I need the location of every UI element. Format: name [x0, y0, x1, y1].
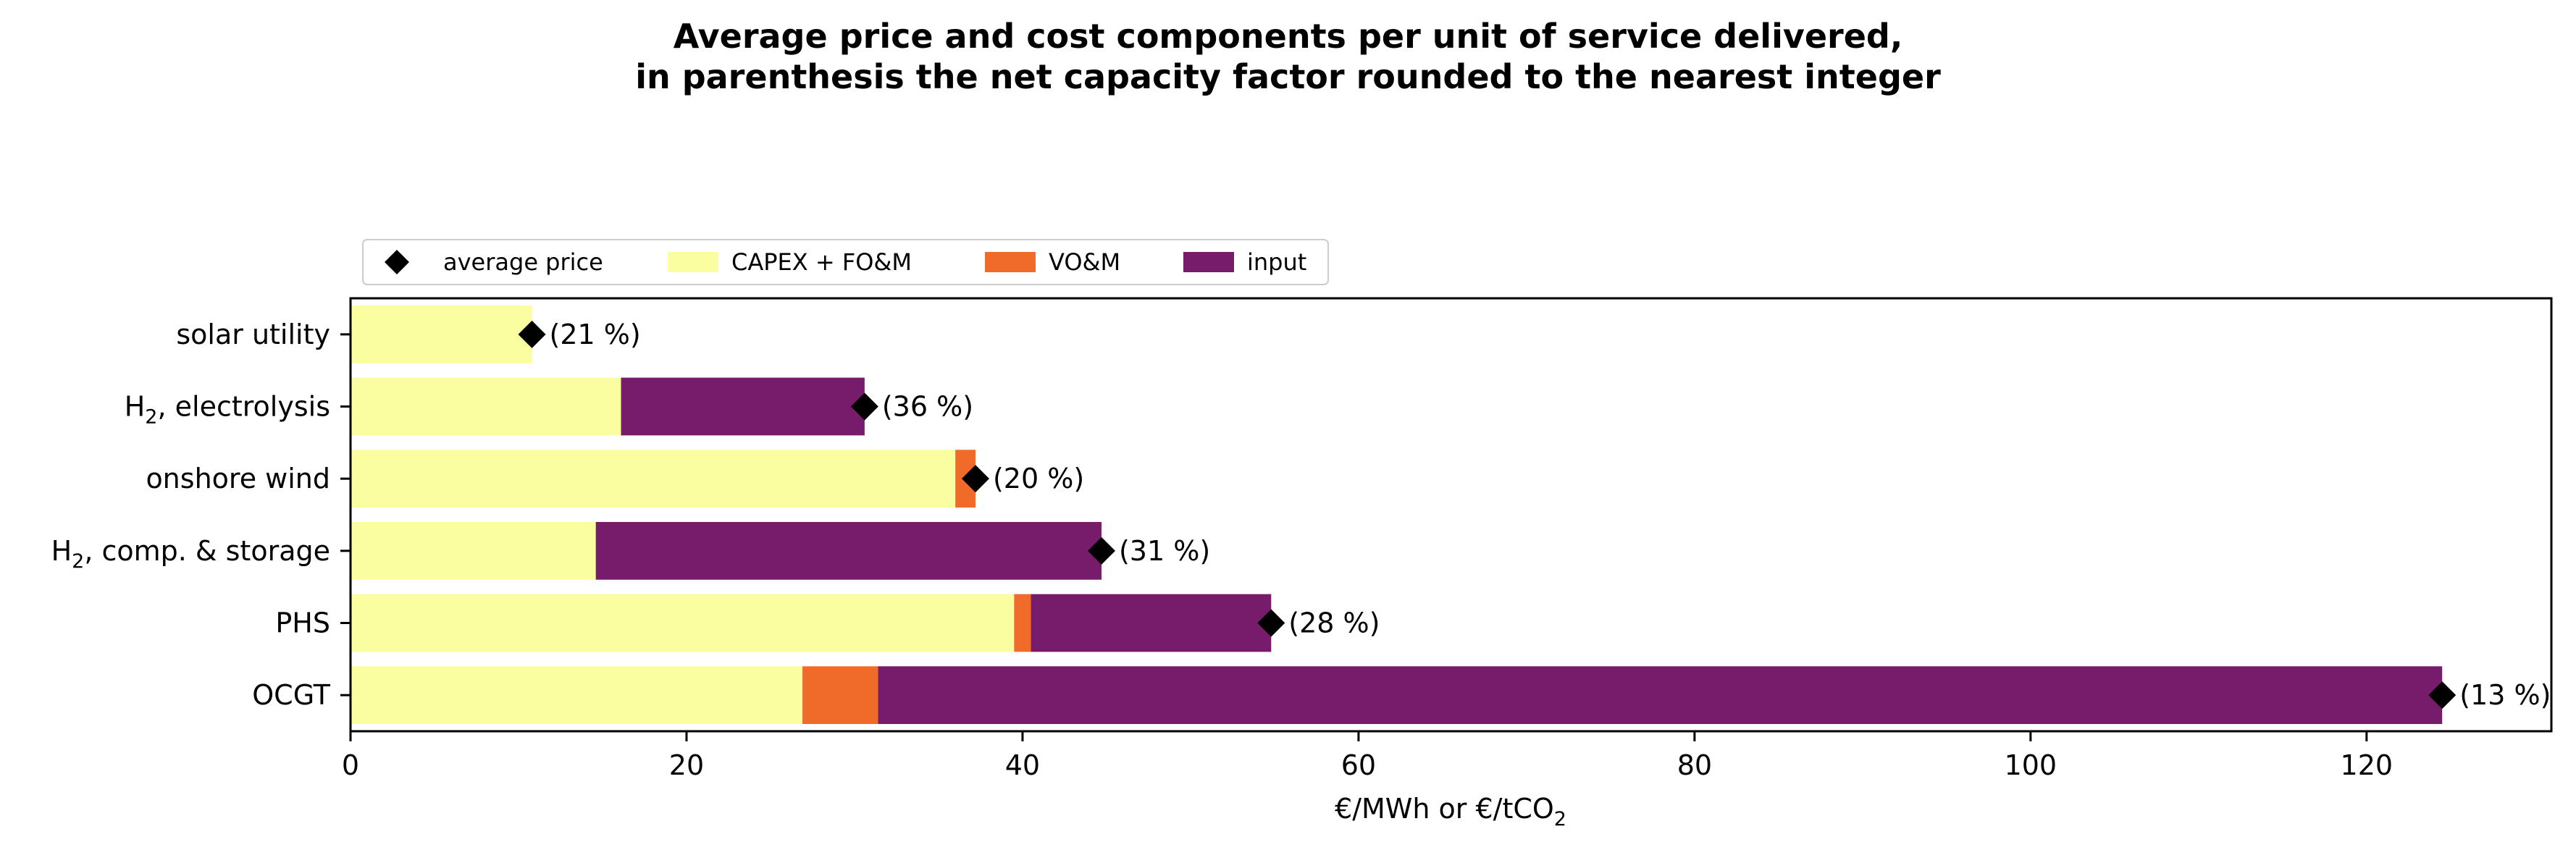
average-price-markers	[518, 320, 2457, 710]
legend-swatch-2	[985, 252, 1036, 272]
capacity-factor-label-1: (36 %)	[882, 391, 973, 423]
legend-swatch-3	[1183, 252, 1234, 272]
x-axis-ticks: 0 20 40 60 80 100 120	[342, 731, 2393, 781]
average-price-marker-1	[850, 392, 878, 421]
bar-segment-capex-fo-m-0	[351, 305, 532, 363]
average-price-marker-3	[1087, 536, 1115, 565]
x-axis-label: €/MWh or €/tCO2	[1335, 793, 1566, 830]
chart-title-line-1: Average price and cost components per un…	[673, 17, 1903, 56]
legend-label-1: CAPEX + FO&M	[731, 248, 912, 276]
chart-title-line-2: in parenthesis the net capacity factor r…	[635, 57, 1941, 96]
bar-segment-capex-fo-m-2	[351, 450, 956, 508]
x-tick-label-3: 60	[1341, 749, 1376, 781]
average-price-marker-0	[518, 320, 546, 348]
y-tick-label-1: H2, electrolysis	[125, 391, 330, 429]
x-tick-label-6: 120	[2341, 749, 2394, 781]
capacity-factor-labels: (21 %) (36 %) (20 %) (31 %) (28 %) (13 %)	[550, 319, 2551, 711]
legend-label-3: input	[1247, 248, 1306, 276]
bar-segment-input-1	[621, 377, 865, 436]
x-tick-label-0: 0	[342, 749, 359, 781]
average-price-marker-4	[1257, 609, 1285, 637]
bar-segment-vo-m-5	[802, 666, 878, 725]
capacity-factor-label-5: (13 %)	[2459, 679, 2551, 711]
y-axis-ticks: solar utility H2, electrolysis onshore win…	[51, 319, 351, 711]
x-tick-label-2: 40	[1005, 749, 1040, 781]
bar-segment-capex-fo-m-1	[351, 377, 621, 436]
y-tick-label-3: H2, comp. & storage	[51, 535, 330, 573]
y-tick-label-0: solar utility	[176, 319, 330, 350]
y-tick-label-5: OCGT	[252, 679, 331, 711]
bar-segment-input-4	[1031, 594, 1272, 652]
y-tick-label-4: PHS	[275, 607, 330, 639]
y-tick-label-2: onshore wind	[146, 463, 330, 494]
legend: average price CAPEX + FO&M VO&M input	[362, 239, 1329, 285]
bar-segment-vo-m-4	[1014, 594, 1031, 652]
average-price-marker-5	[2428, 681, 2457, 710]
x-tick-label-5: 100	[2005, 749, 2057, 781]
bar-segment-capex-fo-m-3	[351, 521, 596, 580]
capacity-factor-label-3: (31 %)	[1119, 535, 1210, 567]
x-tick-label-1: 20	[669, 749, 704, 781]
legend-label-0: average price	[443, 248, 603, 276]
legend-frame	[362, 239, 1329, 285]
bars-group	[351, 305, 2443, 725]
bar-segment-input-3	[595, 521, 1102, 580]
capacity-factor-label-4: (28 %)	[1288, 607, 1380, 639]
capacity-factor-label-0: (21 %)	[550, 319, 641, 350]
x-tick-label-4: 80	[1677, 749, 1712, 781]
legend-label-2: VO&M	[1049, 248, 1120, 276]
bar-segment-input-5	[878, 666, 2443, 725]
legend-swatch-1	[668, 252, 718, 272]
capacity-factor-label-2: (20 %)	[993, 463, 1084, 494]
average-price-marker-2	[961, 465, 989, 493]
bar-segment-capex-fo-m-5	[351, 666, 803, 725]
legend-swatch-0	[385, 250, 409, 274]
plot-area-frame	[349, 297, 2553, 733]
bar-segment-capex-fo-m-4	[351, 594, 1015, 652]
